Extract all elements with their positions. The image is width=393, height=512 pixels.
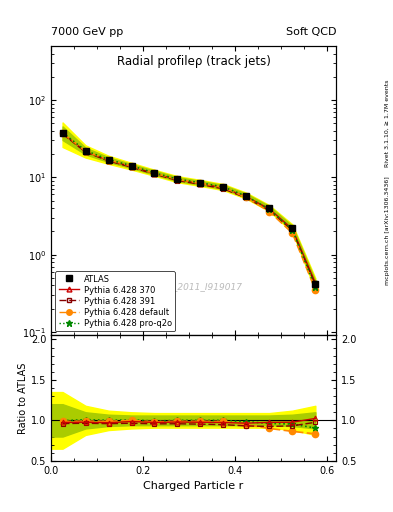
Text: mcplots.cern.ch [arXiv:1306.3436]: mcplots.cern.ch [arXiv:1306.3436]: [385, 176, 389, 285]
Text: Rivet 3.1.10, ≥ 1.7M events: Rivet 3.1.10, ≥ 1.7M events: [385, 79, 389, 166]
Text: Soft QCD: Soft QCD: [286, 27, 336, 37]
Legend: ATLAS, Pythia 6.428 370, Pythia 6.428 391, Pythia 6.428 default, Pythia 6.428 pr: ATLAS, Pythia 6.428 370, Pythia 6.428 39…: [55, 271, 175, 331]
X-axis label: Charged Particle r: Charged Particle r: [143, 481, 244, 491]
Text: 7000 GeV pp: 7000 GeV pp: [51, 27, 123, 37]
Text: Radial profileρ (track jets): Radial profileρ (track jets): [117, 55, 270, 68]
Y-axis label: Ratio to ATLAS: Ratio to ATLAS: [18, 362, 28, 434]
Text: ATLAS_2011_I919017: ATLAS_2011_I919017: [145, 282, 242, 291]
